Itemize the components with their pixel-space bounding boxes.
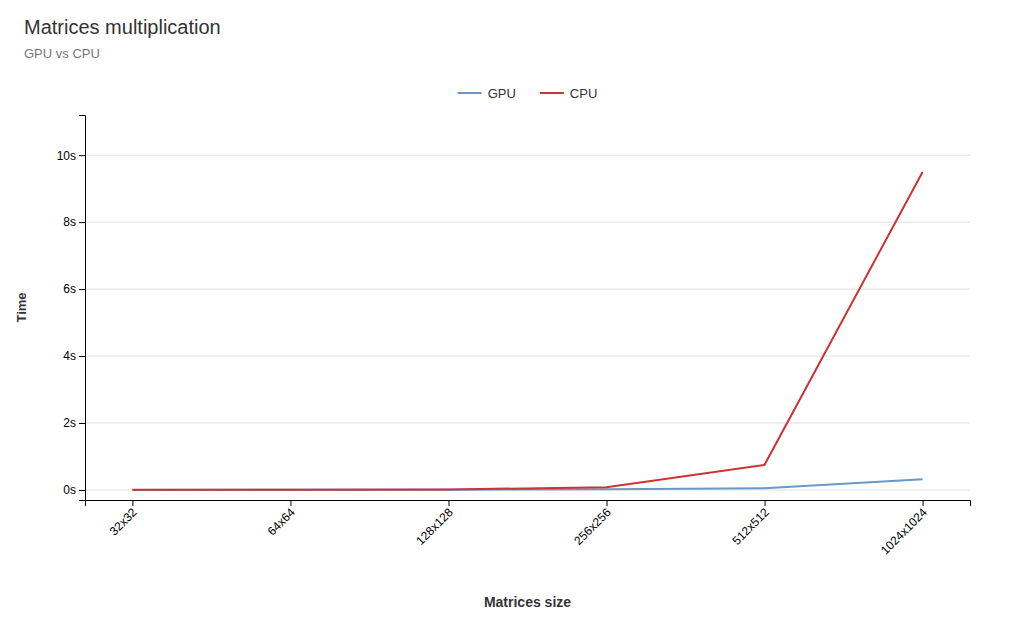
legend-item: CPU [540,86,597,101]
legend-label: GPU [488,86,516,101]
x-tick-mark [290,500,291,506]
y-tick-label: 4s [63,349,76,363]
x-tick: 32x32 [107,500,140,538]
y-tick-label: 6s [63,282,76,296]
x-tick-label: 512x512 [729,505,772,548]
series-group [132,172,922,490]
y-tick-mark [79,222,85,223]
x-tick-label: 128x128 [413,505,456,548]
y-axis-line [79,116,86,501]
x-tick-label: 64x64 [265,505,298,538]
x-tick: 256x256 [571,500,614,548]
y-tick: 0s [63,483,85,497]
y-axis-title: Time [14,292,29,322]
grid-line [85,222,970,223]
y-tick-label: 2s [63,416,76,430]
grid-line [85,423,970,424]
legend-item: GPU [458,86,516,101]
x-axis-title: Matrices size [484,594,571,610]
x-tick: 64x64 [265,500,298,538]
x-tick-label: 1024x1024 [878,505,930,557]
y-tick: 6s [63,282,85,296]
grid-line [85,155,970,156]
grid [85,155,970,490]
x-tick-label: 32x32 [107,505,140,538]
series-line [132,172,922,490]
x-axis: 32x32 64x64 128x128 256x256 512x512 1024x1024 [86,500,971,557]
y-tick-mark [79,356,85,357]
legend-swatch [540,92,564,94]
legend-swatch [458,92,482,94]
y-tick-mark [79,289,85,290]
x-tick: 128x128 [413,500,456,548]
x-tick-mark [132,500,133,506]
grid-line [85,289,970,290]
x-tick-mark [765,500,766,506]
y-tick: 4s [63,349,85,363]
x-axis-line [86,501,971,507]
y-tick: 10s [57,149,85,163]
y-axis: 0s 2s 4s 6s 8s 10s [57,116,86,501]
y-tick: 2s [63,416,85,430]
subtitle: GPU vs CPU [24,46,100,61]
legend: GPU CPU [458,86,598,101]
legend-label: CPU [570,86,597,101]
plot: 0s 2s 4s 6s 8s 10s 32x32 64x64 128x128 256x256 512… [57,116,971,558]
y-tick-label: 10s [57,149,76,163]
y-tick-mark [79,423,85,424]
x-tick-mark [607,500,608,506]
y-tick: 8s [63,215,85,229]
x-tick-mark [448,500,449,506]
x-tick: 512x512 [729,500,772,548]
x-tick-label: 256x256 [571,505,614,548]
x-tick: 1024x1024 [878,500,930,557]
grid-line [85,356,970,357]
x-tick-mark [923,500,924,506]
y-tick-mark [79,490,85,491]
y-tick-mark [79,155,85,156]
y-tick-label: 0s [63,483,76,497]
title: Matrices multiplication [24,16,221,38]
y-tick-label: 8s [63,215,76,229]
chart: Matrices multiplication GPU vs CPU 0s 2s 4s 6… [0,0,1010,625]
